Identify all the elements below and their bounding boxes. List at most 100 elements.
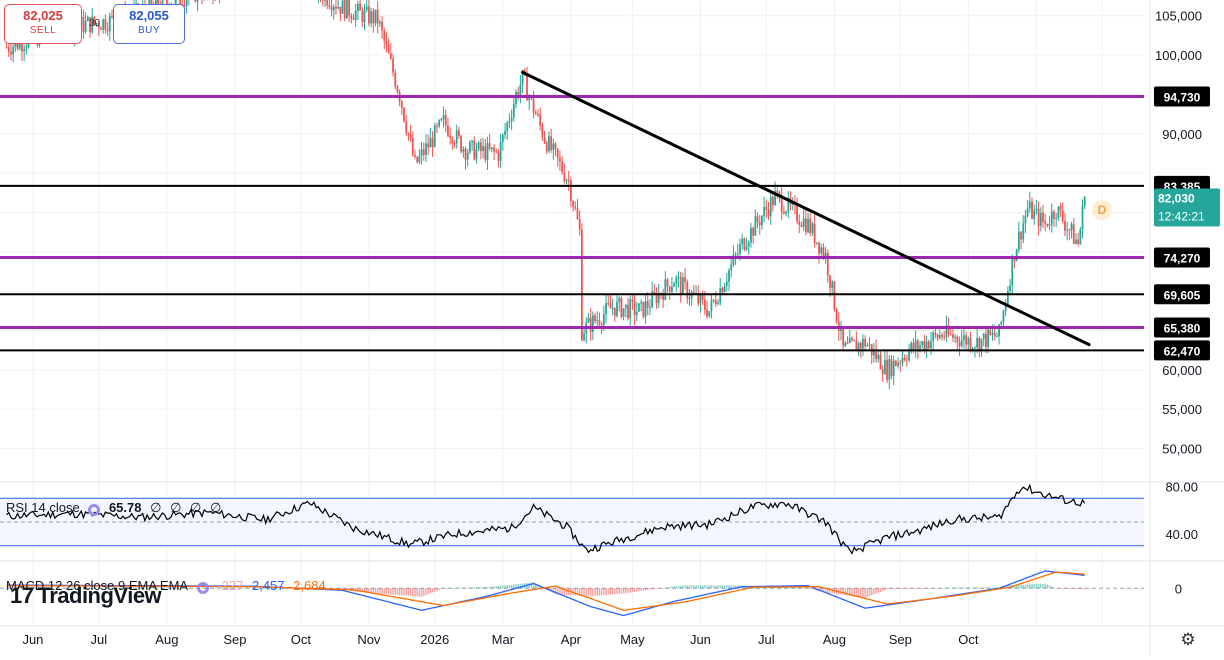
macd-histogram-bar xyxy=(500,586,501,588)
candle-body xyxy=(85,21,87,32)
macd-histogram-bar xyxy=(886,588,887,589)
candle-body xyxy=(421,149,423,155)
macd-histogram-bar xyxy=(662,588,663,589)
macd-histogram-bar xyxy=(1018,585,1019,588)
candle-body xyxy=(711,300,713,312)
dividend-event-badge[interactable]: D xyxy=(1092,200,1112,220)
candle-body xyxy=(454,143,456,144)
macd-histogram-bar xyxy=(1023,585,1024,589)
macd-histogram-bar xyxy=(922,588,923,589)
candle-body xyxy=(686,282,688,299)
macd-histogram-bar xyxy=(502,586,503,589)
macd-histogram-bar xyxy=(706,585,707,588)
macd-histogram-bar xyxy=(860,588,861,597)
candle-body xyxy=(754,216,756,236)
candle-body xyxy=(491,147,493,148)
candle-body xyxy=(344,0,346,18)
macd-histogram-bar xyxy=(717,585,718,588)
macd-histogram-bar xyxy=(1080,588,1081,589)
candle-body xyxy=(741,239,743,245)
macd-histogram-bar xyxy=(1031,584,1032,588)
candle-body xyxy=(664,279,666,299)
macd-histogram-bar xyxy=(621,588,622,593)
macd-settings-icon[interactable] xyxy=(197,582,209,594)
candle-body xyxy=(886,360,888,380)
candle-body xyxy=(965,335,967,344)
macd-histogram-bar xyxy=(691,585,692,588)
candle-body xyxy=(906,360,908,361)
candle-body xyxy=(645,301,647,317)
candle-body xyxy=(627,305,629,319)
macd-histogram-bar xyxy=(1071,588,1072,589)
macd-histogram-bar xyxy=(379,588,380,593)
candle-body xyxy=(357,4,359,11)
candle-body xyxy=(427,143,429,147)
macd-histogram-bar xyxy=(1047,585,1048,589)
candle-body xyxy=(552,143,554,150)
gear-icon[interactable]: ⚙ xyxy=(1178,630,1198,650)
macd-histogram-bar xyxy=(952,587,953,588)
level-tag-label: 94,730 xyxy=(1164,91,1201,105)
candle-body xyxy=(476,149,478,159)
macd-histogram-bar xyxy=(845,588,846,595)
candle-body xyxy=(910,343,912,350)
candle-body xyxy=(851,338,853,340)
candle-body xyxy=(8,47,10,51)
macd-histogram-bar xyxy=(972,588,973,589)
macd-histogram-bar xyxy=(671,587,672,589)
candle-body xyxy=(722,288,724,292)
macd-histogram-bar xyxy=(643,588,644,590)
macd-histogram-bar xyxy=(381,588,382,594)
macd-histogram-bar xyxy=(1044,584,1045,589)
candle-body xyxy=(326,0,328,5)
macd-histogram-bar xyxy=(917,588,918,589)
level-tag-label: 74,270 xyxy=(1164,252,1201,266)
macd-histogram-bar xyxy=(421,588,422,597)
macd-histogram-bar xyxy=(715,585,716,588)
candle-body xyxy=(807,219,809,232)
macd-histogram-bar xyxy=(882,588,883,591)
candle-body xyxy=(776,191,778,192)
candle-body xyxy=(519,85,521,96)
macd-histogram-bar xyxy=(555,588,556,594)
candle-body xyxy=(1064,221,1066,230)
candle-body xyxy=(937,335,939,339)
macd-histogram-bar xyxy=(939,588,940,589)
time-tick-label: Oct xyxy=(291,632,312,647)
candle-body xyxy=(904,358,906,360)
macd-histogram-bar xyxy=(867,588,868,597)
candle-body xyxy=(805,218,807,232)
macd-histogram-bar xyxy=(1082,588,1083,589)
candle-body xyxy=(748,242,750,246)
macd-histogram-bar xyxy=(496,586,497,588)
candle-body xyxy=(537,114,539,115)
macd-histogram-bar xyxy=(373,588,374,593)
candle-body xyxy=(436,125,438,126)
macd-histogram-bar xyxy=(487,587,488,588)
candle-body xyxy=(335,7,337,9)
macd-histogram-bar xyxy=(1029,584,1030,588)
candle-body xyxy=(502,135,504,142)
macd-histogram-bar xyxy=(603,588,604,595)
candle-body xyxy=(974,347,976,348)
macd-histogram-bar xyxy=(904,588,905,589)
candle-body xyxy=(864,339,866,346)
macd-histogram-bar xyxy=(419,588,420,596)
macd-histogram-bar xyxy=(454,588,455,589)
macd-histogram-bar xyxy=(689,585,690,588)
rsi-settings-icon[interactable] xyxy=(88,504,100,516)
candle-body xyxy=(506,123,508,132)
candle-body xyxy=(1075,240,1077,244)
candle-body xyxy=(978,338,980,351)
sell-button[interactable]: 82,025 SELL xyxy=(4,4,82,44)
buy-button[interactable]: 82,055 BUY xyxy=(113,4,185,44)
candle-body xyxy=(346,0,348,18)
macd-histogram-bar xyxy=(436,588,437,591)
candle-body xyxy=(667,279,669,286)
macd-histogram-bar xyxy=(660,588,661,589)
candle-body xyxy=(555,143,557,148)
rsi-legend[interactable]: RSI 14 close 65.78 ∅ ∅ ∅ ∅ xyxy=(6,500,226,516)
macd-histogram-bar xyxy=(957,587,958,588)
